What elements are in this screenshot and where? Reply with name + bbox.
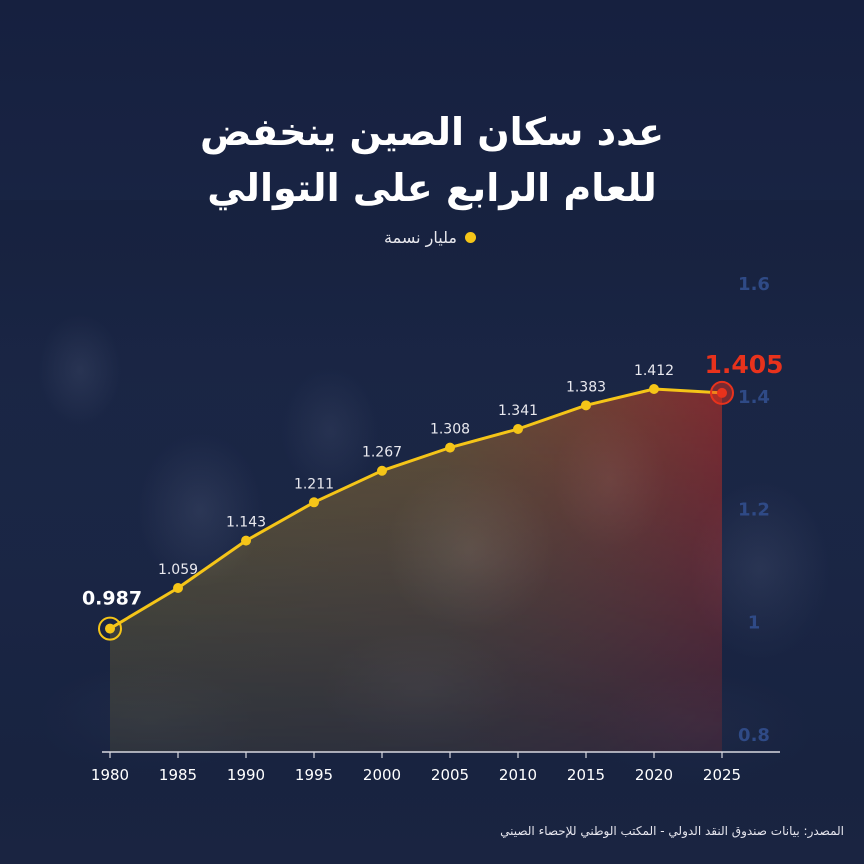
x-tick-label: 1980 [91,766,129,784]
chart-title: عدد سكان الصين ينخفض للعام الرابع على ال… [0,104,864,216]
point-2015 [581,400,591,411]
title-line-1: عدد سكان الصين ينخفض [199,110,665,154]
point-halo-1980 [98,616,122,641]
point-1985 [173,582,183,593]
data-label-2005: 1.308 [430,422,470,438]
point-2010 [513,424,523,435]
x-tick-label: 2025 [703,766,741,784]
y-tick-label: 1.6 [738,274,770,295]
x-tick-label: 2005 [431,766,469,784]
x-tick-label: 2015 [567,766,605,784]
point-1990 [241,535,251,546]
data-label-1990: 1.143 [226,515,266,531]
x-tick-label: 1990 [227,766,265,784]
point-2020 [649,383,659,394]
legend-dot-icon [464,232,476,243]
data-label-2000: 1.267 [362,445,402,461]
area-fill [110,388,722,752]
x-tick-label: 1985 [159,766,197,784]
point-2005 [445,442,455,453]
title-line-2: للعام الرابع على التوالي [207,166,657,210]
x-tick-label: 1995 [295,766,333,784]
point-1995 [309,497,319,508]
data-label-1980: 0.987 [82,588,142,610]
data-label-2010: 1.341 [498,403,538,419]
point-2000 [377,465,387,476]
y-tick-label: 1 [748,612,761,633]
y-tick-label: 0.8 [738,725,770,746]
data-label-2020: 1.412 [634,363,674,379]
y-tick-label: 1.2 [738,500,770,521]
point-1980 [105,623,115,634]
legend-label: مليار نسمة [384,228,457,247]
data-label-2015: 1.383 [566,379,606,395]
data-label-2025: 1.405 [704,350,783,379]
data-label-1985: 1.059 [158,562,198,578]
x-tick-label: 2020 [635,766,673,784]
data-label-1995: 1.211 [294,476,334,492]
legend: مليار نسمة [340,228,520,247]
point-2025 [717,387,727,398]
x-tick-label: 2000 [363,766,401,784]
x-tick-label: 2010 [499,766,537,784]
series-line [108,387,724,631]
y-tick-label: 1.4 [738,387,770,408]
source-note: المصدر: بيانات صندوق النقد الدولي - المك… [500,824,844,838]
